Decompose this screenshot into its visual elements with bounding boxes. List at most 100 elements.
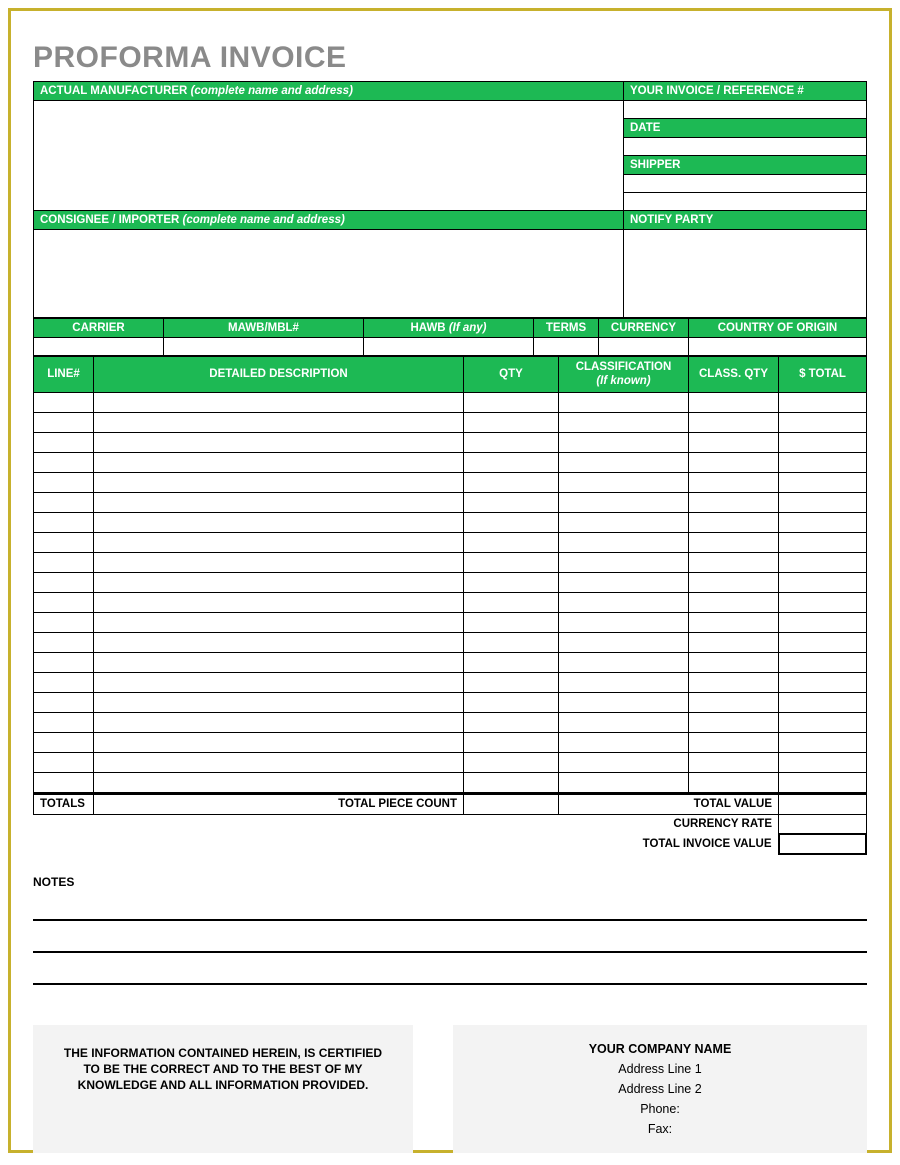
total-value-field[interactable] [779, 794, 867, 814]
table-cell[interactable] [94, 493, 464, 513]
currency-field[interactable] [599, 338, 689, 356]
piece-count-field[interactable] [464, 794, 559, 814]
table-cell[interactable] [779, 753, 867, 773]
table-cell[interactable] [34, 553, 94, 573]
carrier-field[interactable] [34, 338, 164, 356]
shipper-field-1[interactable] [624, 175, 867, 193]
table-cell[interactable] [689, 693, 779, 713]
table-cell[interactable] [689, 733, 779, 753]
invoice-value-field[interactable] [779, 834, 867, 854]
table-cell[interactable] [779, 613, 867, 633]
table-cell[interactable] [94, 733, 464, 753]
table-cell[interactable] [779, 773, 867, 793]
table-cell[interactable] [689, 413, 779, 433]
table-cell[interactable] [689, 553, 779, 573]
notify-field[interactable] [624, 230, 867, 318]
table-cell[interactable] [464, 413, 559, 433]
table-cell[interactable] [689, 533, 779, 553]
table-cell[interactable] [464, 473, 559, 493]
table-cell[interactable] [464, 613, 559, 633]
notes-line-2[interactable] [33, 927, 867, 953]
table-cell[interactable] [34, 393, 94, 413]
table-cell[interactable] [94, 433, 464, 453]
notes-line-3[interactable] [33, 959, 867, 985]
table-cell[interactable] [34, 493, 94, 513]
table-cell[interactable] [779, 433, 867, 453]
table-cell[interactable] [779, 633, 867, 653]
table-cell[interactable] [34, 593, 94, 613]
table-cell[interactable] [464, 713, 559, 733]
table-cell[interactable] [464, 433, 559, 453]
table-cell[interactable] [559, 693, 689, 713]
table-cell[interactable] [689, 673, 779, 693]
terms-field[interactable] [534, 338, 599, 356]
consignee-field[interactable] [34, 230, 624, 318]
table-cell[interactable] [34, 573, 94, 593]
table-cell[interactable] [779, 493, 867, 513]
table-cell[interactable] [689, 433, 779, 453]
table-cell[interactable] [559, 453, 689, 473]
table-cell[interactable] [689, 513, 779, 533]
mawb-field[interactable] [164, 338, 364, 356]
table-cell[interactable] [689, 393, 779, 413]
date-field[interactable] [624, 138, 867, 156]
table-cell[interactable] [94, 473, 464, 493]
table-cell[interactable] [559, 773, 689, 793]
table-cell[interactable] [94, 573, 464, 593]
table-cell[interactable] [559, 613, 689, 633]
table-cell[interactable] [94, 633, 464, 653]
table-cell[interactable] [94, 533, 464, 553]
table-cell[interactable] [689, 473, 779, 493]
table-cell[interactable] [34, 413, 94, 433]
table-cell[interactable] [779, 593, 867, 613]
table-cell[interactable] [559, 753, 689, 773]
table-cell[interactable] [689, 613, 779, 633]
table-cell[interactable] [559, 733, 689, 753]
table-cell[interactable] [94, 513, 464, 533]
table-cell[interactable] [779, 413, 867, 433]
table-cell[interactable] [779, 513, 867, 533]
table-cell[interactable] [779, 393, 867, 413]
table-cell[interactable] [779, 473, 867, 493]
table-cell[interactable] [559, 413, 689, 433]
table-cell[interactable] [464, 693, 559, 713]
table-cell[interactable] [94, 753, 464, 773]
table-cell[interactable] [464, 653, 559, 673]
table-cell[interactable] [689, 573, 779, 593]
table-cell[interactable] [559, 493, 689, 513]
table-cell[interactable] [689, 593, 779, 613]
table-cell[interactable] [34, 733, 94, 753]
table-cell[interactable] [94, 773, 464, 793]
table-cell[interactable] [34, 613, 94, 633]
table-cell[interactable] [689, 753, 779, 773]
table-cell[interactable] [34, 433, 94, 453]
table-cell[interactable] [94, 393, 464, 413]
table-cell[interactable] [34, 513, 94, 533]
table-cell[interactable] [559, 653, 689, 673]
table-cell[interactable] [464, 533, 559, 553]
table-cell[interactable] [94, 673, 464, 693]
table-cell[interactable] [94, 553, 464, 573]
table-cell[interactable] [464, 393, 559, 413]
table-cell[interactable] [464, 593, 559, 613]
table-cell[interactable] [34, 713, 94, 733]
table-cell[interactable] [94, 693, 464, 713]
manufacturer-field[interactable] [34, 101, 624, 211]
hawb-field[interactable] [364, 338, 534, 356]
table-cell[interactable] [94, 653, 464, 673]
table-cell[interactable] [94, 713, 464, 733]
invoice-ref-field[interactable] [624, 101, 867, 119]
table-cell[interactable] [464, 513, 559, 533]
table-cell[interactable] [559, 673, 689, 693]
shipper-field-2[interactable] [624, 193, 867, 211]
currency-rate-field[interactable] [779, 814, 867, 834]
table-cell[interactable] [34, 653, 94, 673]
table-cell[interactable] [559, 553, 689, 573]
table-cell[interactable] [779, 653, 867, 673]
table-cell[interactable] [464, 493, 559, 513]
table-cell[interactable] [464, 673, 559, 693]
table-cell[interactable] [94, 593, 464, 613]
table-cell[interactable] [559, 473, 689, 493]
table-cell[interactable] [779, 693, 867, 713]
notes-line-1[interactable] [33, 895, 867, 921]
